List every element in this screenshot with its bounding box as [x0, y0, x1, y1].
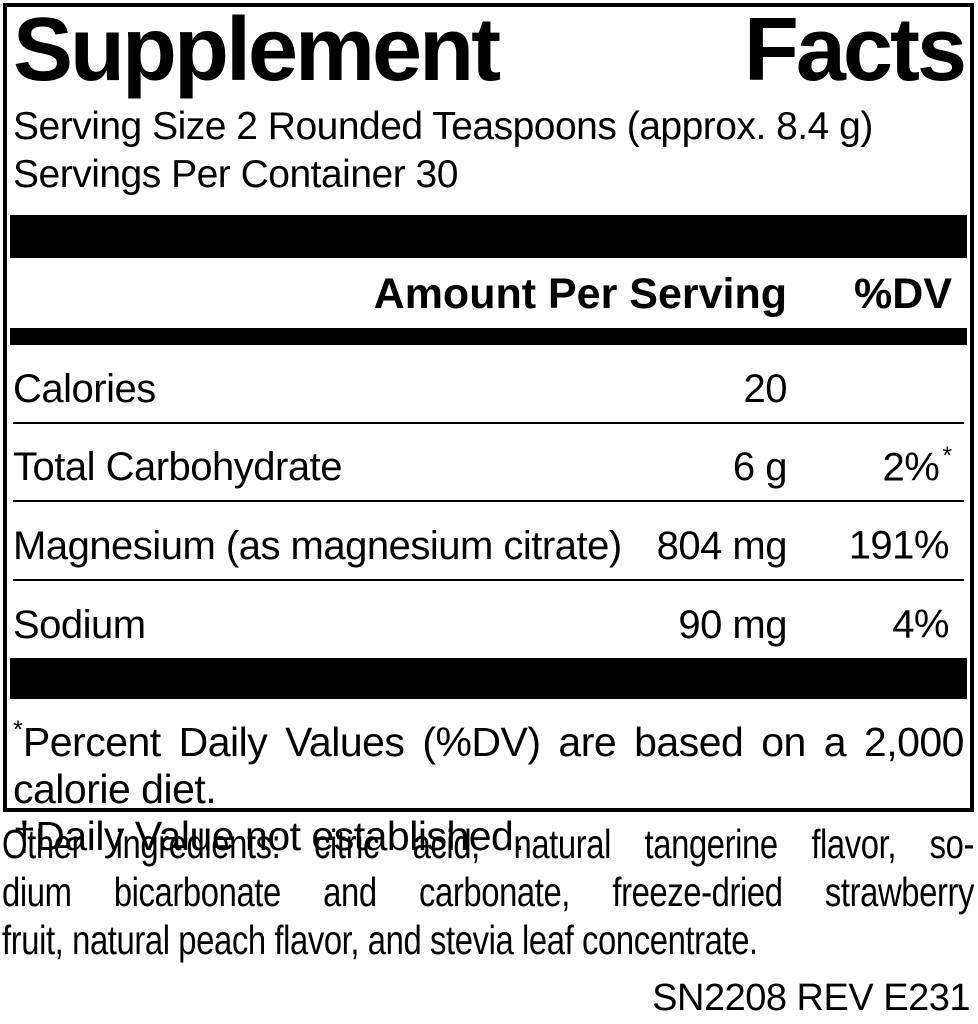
- nutrient-dv-value: 4%: [892, 602, 949, 647]
- nutrient-dv-footnote-mark: *: [942, 442, 952, 470]
- thick-separator-bar-top: [10, 215, 967, 258]
- nutrient-dv: [787, 356, 964, 411]
- nutrient-name: Magnesium (as magnesium citrate): [13, 524, 622, 569]
- other-ingredients-line-2: dium bicarbonate and carbonate, freeze-d…: [2, 869, 974, 915]
- other-ingredients-line-1: Other ingredients: citric acid, natural …: [2, 821, 974, 867]
- other-ingredients-line-3: fruit, natural peach flavor, and stevia …: [2, 917, 758, 963]
- table-header-row: Amount Per Serving %DV: [13, 258, 964, 328]
- table-row-calories: Calories 20: [13, 345, 964, 422]
- daily-value-footnotes: *Percent Daily Values (%DV) are based on…: [13, 707, 965, 860]
- dv-footnote-line-3: †Daily Value not established.: [13, 812, 525, 859]
- nutrient-dv: 4%: [787, 592, 964, 647]
- nutrient-dv-value: 2%: [882, 445, 940, 490]
- serving-info: Serving Size 2 Rounded Teaspoons (approx…: [13, 103, 964, 199]
- panel-title-word-2: Facts: [743, 0, 967, 100]
- table-row-total-carbohydrate: Total Carbohydrate 6 g 2% *: [13, 421, 964, 501]
- nutrient-dv: 191%: [787, 513, 964, 568]
- label-border-box: Supplement Facts Serving Size 2 Rounded …: [3, 0, 974, 859]
- percent-dv-header: %DV: [854, 270, 952, 318]
- thick-separator-bar-bottom: [10, 657, 967, 699]
- table-row-sodium: Sodium 90 mg 4%: [13, 579, 964, 658]
- nutrient-name: Sodium: [13, 602, 146, 647]
- medium-separator-bar: [10, 328, 967, 345]
- amount-per-serving-header: Amount Per Serving: [373, 270, 787, 318]
- nutrient-amount: 804 mg: [656, 524, 788, 569]
- table-row-magnesium: Magnesium (as magnesium citrate) 804 mg …: [13, 500, 964, 579]
- nutrient-amount: 90 mg: [678, 602, 787, 647]
- dv-footnote-line-1: *Percent Daily Values (%DV) are based on…: [13, 707, 965, 766]
- other-ingredients: Other ingredients: citric acid, natural …: [2, 820, 974, 964]
- dv-footnote-line-2: calorie diet.: [13, 765, 217, 812]
- nutrient-dv-value: 191%: [848, 524, 950, 569]
- other-ingredients-text: Other ingredients: citric acid, natural …: [2, 820, 974, 964]
- nutrient-name: Total Carbohydrate: [13, 445, 342, 490]
- panel-title-word-1: Supplement: [13, 0, 501, 100]
- nutrient-amount: 6 g: [732, 445, 788, 490]
- dv-footnote-line-1-text: Percent Daily Values (%DV) are based on …: [22, 718, 965, 765]
- servings-per-container-line: Servings Per Container 30: [13, 153, 458, 196]
- panel-title: Supplement Facts: [13, 0, 967, 100]
- nutrient-dv: 2% *: [787, 435, 964, 490]
- footnote-asterisk-mark: *: [13, 715, 23, 744]
- nutrient-name: Calories: [13, 366, 156, 411]
- nutrient-amount: 20: [743, 366, 788, 411]
- revision-code: SN2208 REV E231: [652, 977, 970, 1019]
- serving-size-line: Serving Size 2 Rounded Teaspoons (approx…: [13, 105, 873, 148]
